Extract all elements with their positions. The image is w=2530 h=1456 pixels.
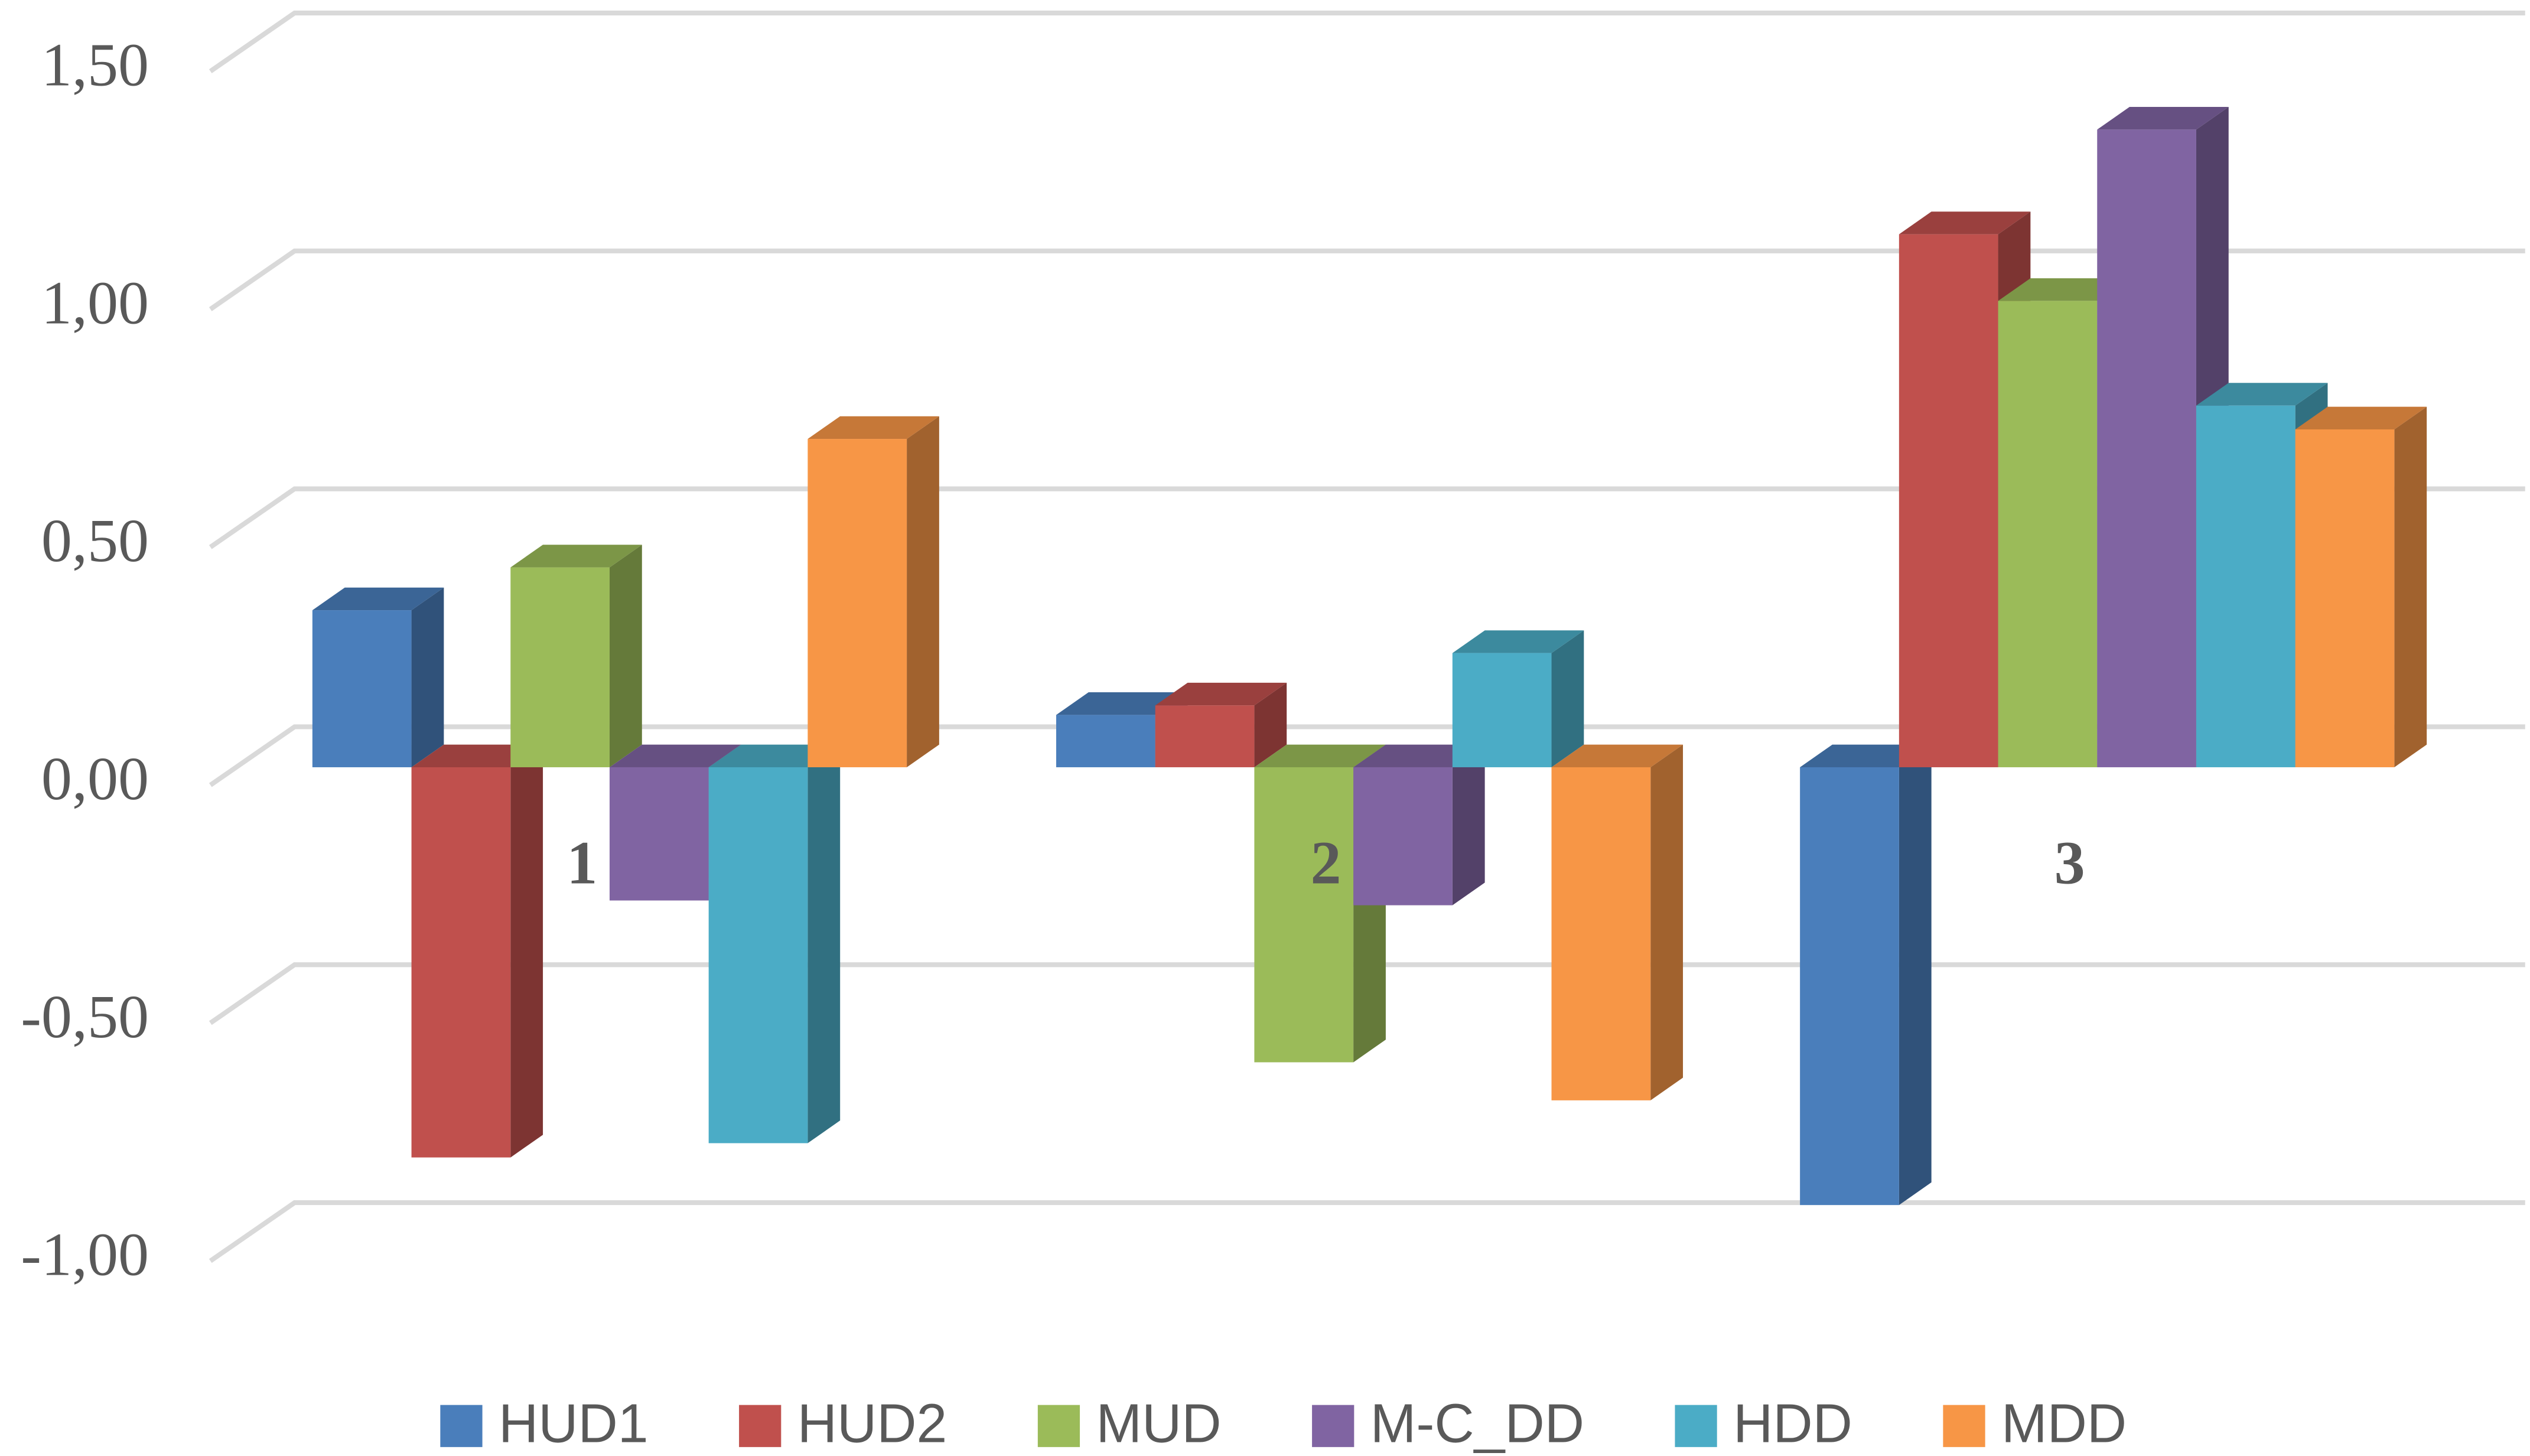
bar: [312, 610, 412, 767]
bar-top: [1056, 692, 1188, 715]
y-tick-label: 1,50: [41, 31, 149, 99]
bar-top: [2097, 107, 2229, 130]
bar-top: [312, 587, 444, 611]
bar-side: [411, 587, 444, 767]
y-tick-label: -0,50: [21, 982, 149, 1051]
bar-top: [1155, 682, 1287, 706]
bar-side: [609, 545, 642, 767]
bar-side: [1254, 682, 1287, 767]
bar-side: [907, 416, 939, 767]
bar-side: [807, 744, 841, 1144]
bar: [2295, 429, 2395, 767]
legend-label: M-C_DD: [1370, 1393, 1584, 1454]
bar-side: [510, 744, 543, 1158]
category-label: 2: [1311, 828, 1341, 897]
y-tick-label: 0,50: [41, 506, 149, 575]
bar-top: [510, 545, 642, 568]
bar-top: [1899, 211, 2031, 234]
category-label: 3: [2054, 828, 2085, 897]
grid-line: [209, 724, 2525, 787]
bar-top: [708, 744, 841, 767]
y-tick-label: 1,00: [41, 268, 149, 337]
bar-top: [1452, 630, 1584, 653]
bar-top: [1800, 744, 1932, 767]
bar: [1155, 705, 1255, 767]
legend-label: MUD: [1096, 1393, 1221, 1454]
legend-label: HUD1: [499, 1393, 649, 1454]
bar-side: [1551, 630, 1584, 767]
bar: [2097, 129, 2196, 767]
bar: [1254, 767, 1354, 1063]
legend-swatch: [1312, 1405, 1354, 1447]
y-tick-label: 0,00: [41, 744, 149, 813]
grid-line: [209, 962, 2525, 1025]
bar-top: [1353, 744, 1485, 767]
grid-line: [209, 1200, 2525, 1263]
bar: [1452, 653, 1552, 767]
bar-top: [2295, 406, 2427, 429]
grid-line: [209, 248, 2525, 311]
bar: [1353, 767, 1453, 905]
legend-label: HUD2: [797, 1393, 947, 1454]
bar-top: [807, 416, 939, 439]
grid-line: [209, 486, 2525, 549]
legend-swatch: [1675, 1405, 1717, 1447]
bar-side: [1650, 744, 1684, 1100]
legend-label: MDD: [2001, 1393, 2127, 1454]
bar-top: [1998, 278, 2130, 301]
bar-top: [1254, 744, 1386, 767]
bar-top: [609, 744, 741, 767]
y-tick-label: -1,00: [21, 1220, 149, 1289]
bar: [1800, 767, 1899, 1206]
bar: [708, 767, 808, 1144]
legend-swatch: [1037, 1405, 1080, 1447]
bar: [1899, 234, 1998, 767]
legend-label: HDD: [1733, 1393, 1852, 1454]
bar-top: [411, 744, 543, 767]
legend-swatch: [739, 1405, 782, 1447]
legend-swatch: [440, 1405, 483, 1447]
grid-line: [209, 10, 2525, 74]
bar: [2196, 405, 2295, 767]
legend-swatch: [1943, 1405, 1985, 1447]
bar: [807, 439, 907, 767]
bar-side: [2394, 406, 2427, 767]
bar-side: [1899, 744, 1932, 1206]
bar-side: [1452, 744, 1485, 905]
bar: [411, 767, 511, 1158]
bar: [1998, 301, 2098, 767]
bar-top: [2196, 383, 2328, 406]
bar: [1056, 715, 1155, 767]
category-label: 1: [566, 828, 597, 897]
bar: [609, 767, 709, 901]
bar: [1551, 767, 1651, 1100]
bar-top: [1551, 744, 1684, 767]
bar: [510, 567, 610, 767]
